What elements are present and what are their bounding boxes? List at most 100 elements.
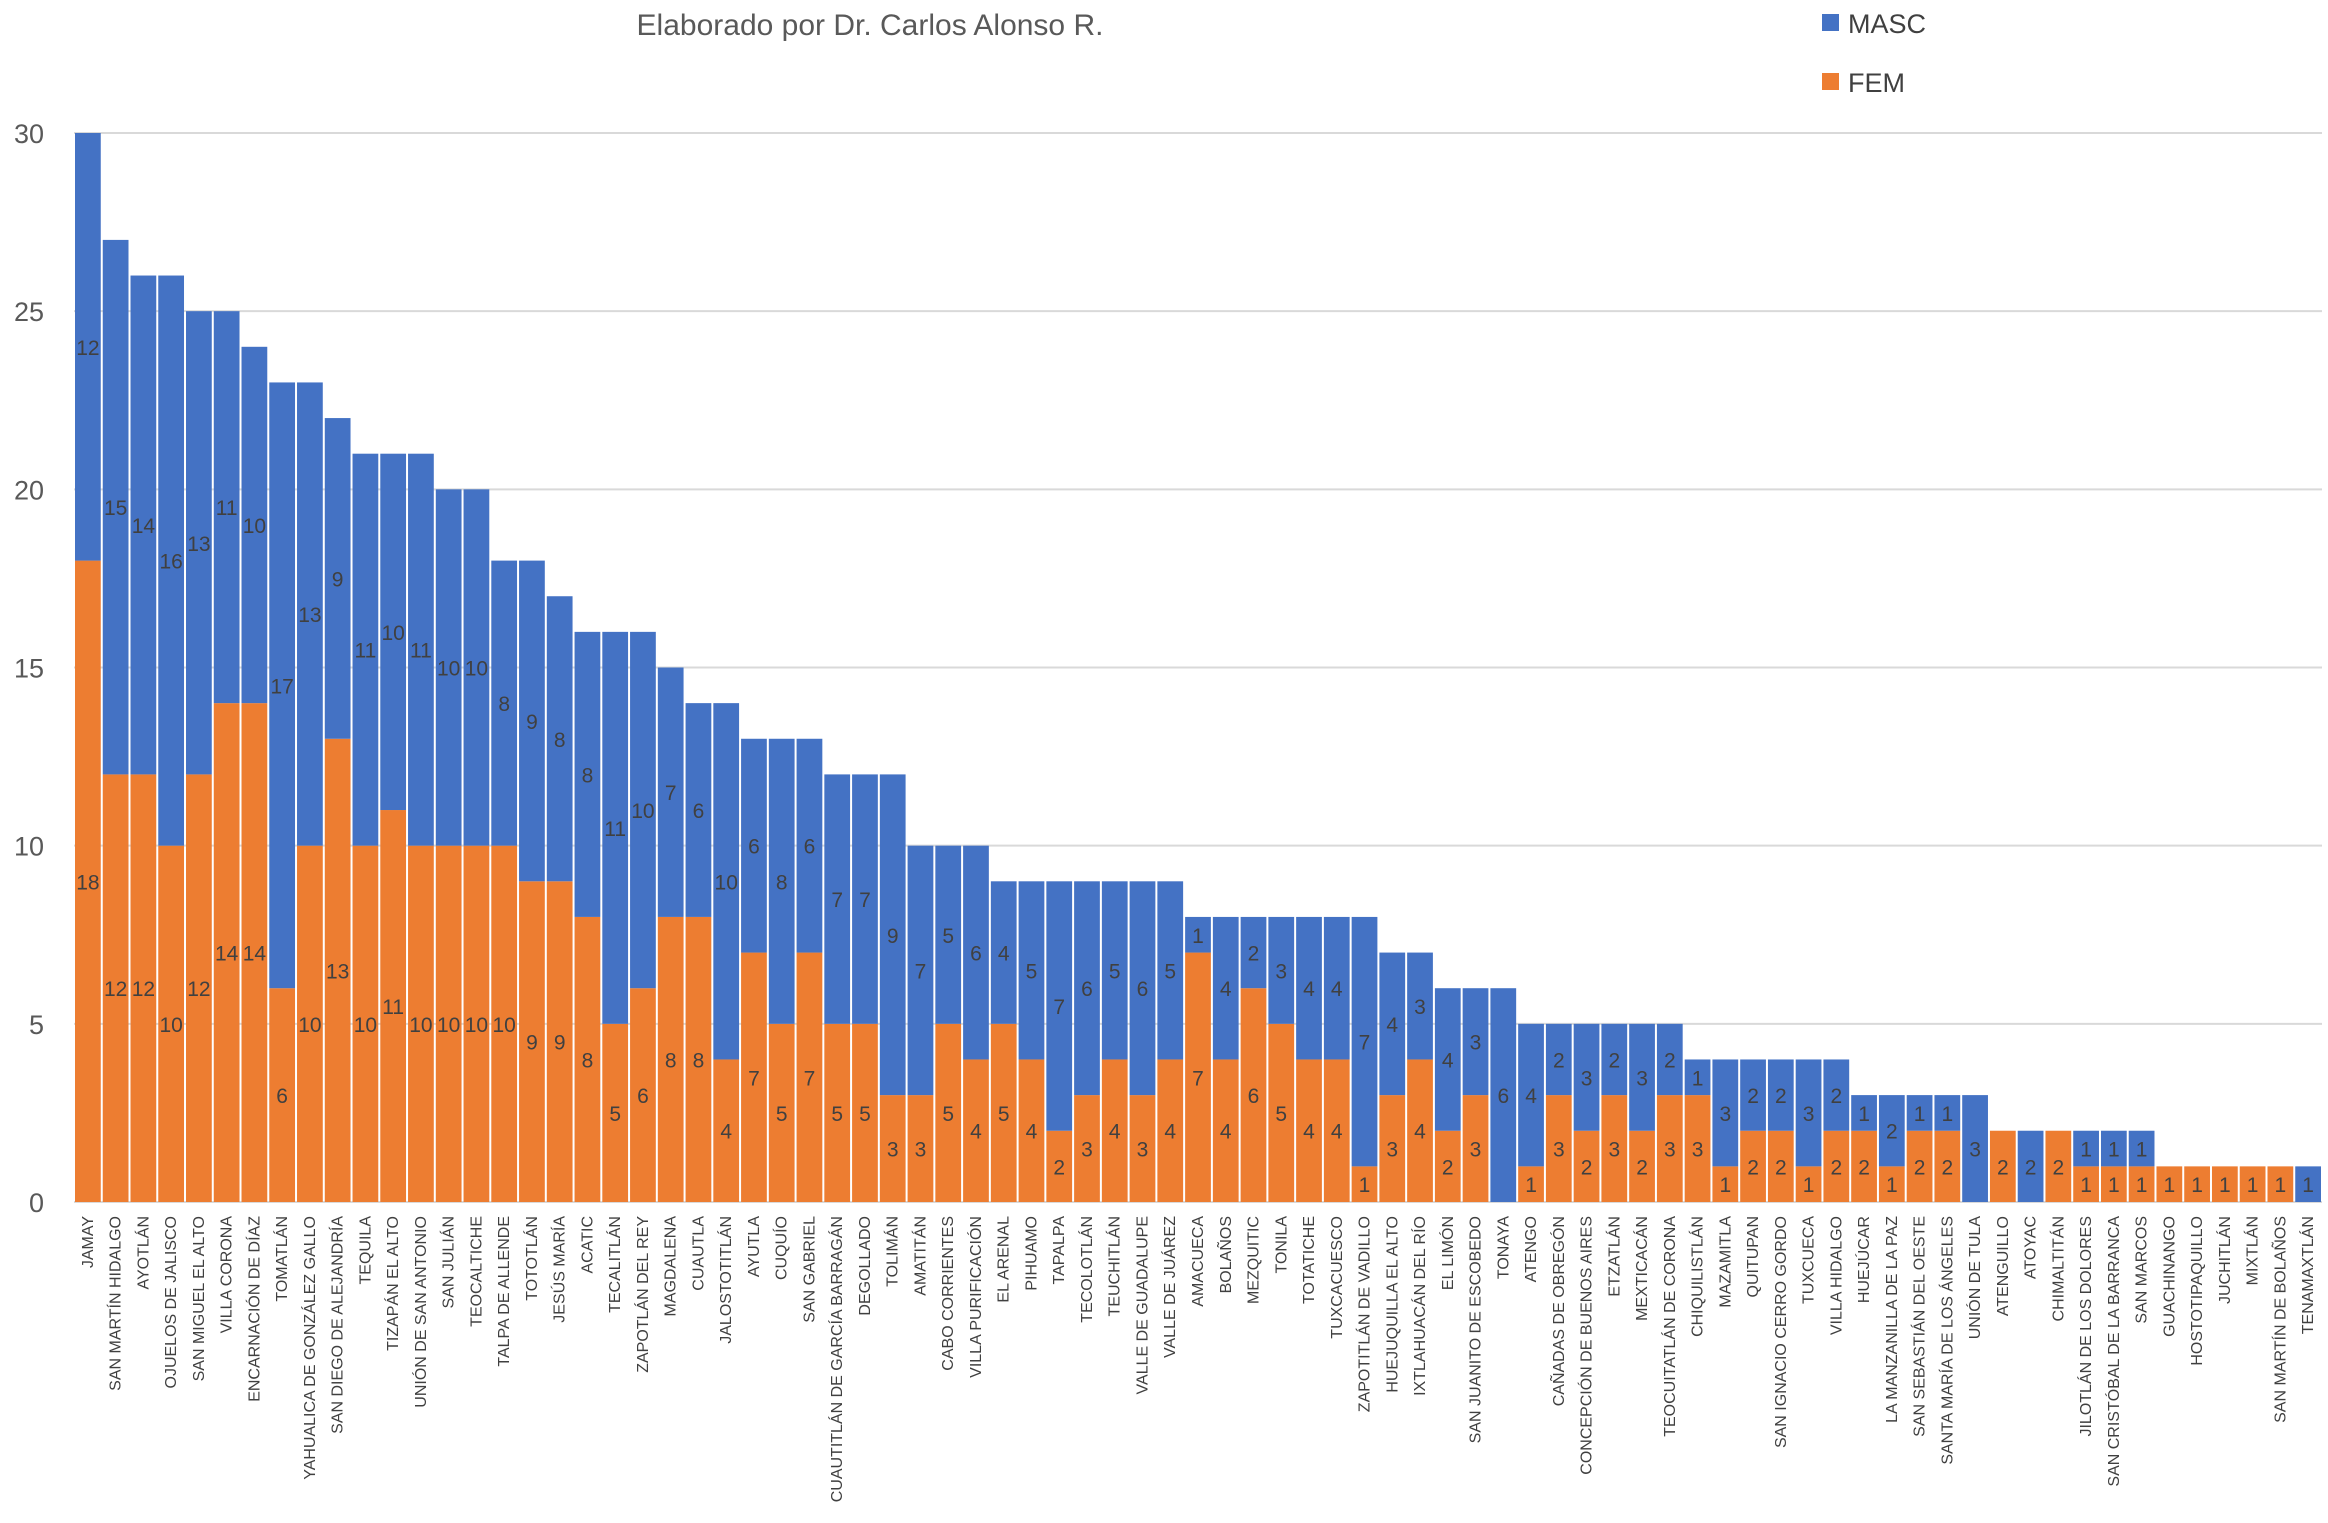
- x-tick-label: HUEJÚCAR: [1854, 1216, 1873, 1303]
- x-tick-label: EL LIMÓN: [1438, 1216, 1457, 1290]
- bar-fem: [713, 1059, 740, 1202]
- y-tick-label: 20: [14, 475, 44, 505]
- bar-fem: [130, 774, 157, 1202]
- data-label-masc: 2: [1248, 943, 1260, 966]
- bar-fem: [1629, 1130, 1655, 1202]
- bar-fem: [1407, 1059, 1433, 1202]
- data-label-masc: 8: [582, 764, 594, 787]
- bar-fem: [435, 845, 462, 1202]
- bar-masc: [1185, 916, 1211, 953]
- data-label-masc: 7: [1359, 1032, 1371, 1055]
- x-tick-label: TONAYA: [1495, 1216, 1512, 1279]
- x-tick-label: MEXTICACÁN: [1632, 1216, 1651, 1321]
- bar-masc: [2128, 1130, 2155, 1167]
- data-label-fem: 3: [1470, 1139, 1482, 1162]
- data-label-masc: 6: [748, 836, 760, 859]
- bar-masc: [1906, 1095, 1933, 1131]
- data-label-fem: 2: [1997, 1156, 2009, 1179]
- bar-fem: [75, 560, 101, 1202]
- bar-fem: [1878, 1166, 1905, 1202]
- x-tick-label: CUAUTLA: [690, 1216, 707, 1291]
- x-tick-label: TOTATICHE: [1301, 1216, 1318, 1304]
- x-tick-label: VILLA CORONA: [219, 1216, 236, 1334]
- bar-masc: [1878, 1095, 1905, 1167]
- x-tick-label: LA MANZANILLA DE LA PAZ: [1884, 1216, 1901, 1423]
- data-label-masc: 6: [970, 943, 982, 966]
- x-tick-label: ATENGUILLO: [1995, 1216, 2012, 1316]
- bar-masc: [2017, 1130, 2044, 1202]
- data-label-fem: 5: [776, 1103, 788, 1126]
- data-label-masc: 3: [1636, 1067, 1648, 1090]
- x-tick-label: CONCEPCIÓN DE BUENOS AIRES: [1577, 1216, 1596, 1475]
- data-label-fem: 4: [970, 1121, 982, 1144]
- chart-title: Elaborado por Dr. Carlos Alonso R.: [637, 9, 1104, 42]
- bar-masc: [1129, 881, 1156, 1096]
- data-label-fem: 10: [409, 1014, 432, 1037]
- x-tick-label: AYOTLÁN: [133, 1216, 152, 1290]
- x-tick-label: OJUELOS DE JALISCO: [163, 1216, 180, 1389]
- data-label-fem: 1: [2108, 1174, 2120, 1197]
- x-tick-label: TECALITLÁN: [605, 1216, 624, 1313]
- data-label-fem: 1: [1719, 1174, 1731, 1197]
- data-label-masc: 2: [1553, 1049, 1565, 1072]
- bar-fem: [1573, 1130, 1600, 1202]
- x-tick-label: ZAPOTITLÁN DE VADILLO: [1355, 1216, 1374, 1412]
- bar-masc: [1240, 916, 1267, 989]
- data-label-fem: 12: [104, 978, 127, 1001]
- bar-masc: [2073, 1130, 2099, 1167]
- data-label-fem: 9: [526, 1032, 538, 1055]
- data-label-fem: 1: [2080, 1174, 2092, 1197]
- x-tick-label: ACATIC: [579, 1216, 596, 1273]
- data-label-fem: 6: [637, 1085, 649, 1108]
- bar-fem: [685, 916, 712, 1202]
- bar-masc: [1962, 1095, 1988, 1202]
- bar-masc: [1212, 916, 1239, 1060]
- bar-fem: [2239, 1166, 2266, 1202]
- bar-masc: [297, 382, 323, 846]
- data-label-masc: 10: [715, 871, 738, 894]
- data-label-masc: 7: [1053, 996, 1065, 1019]
- data-label-fem: 3: [1137, 1139, 1149, 1162]
- data-label-masc: 1: [2136, 1139, 2148, 1162]
- data-label-masc: 2: [1886, 1121, 1898, 1144]
- data-label-fem: 3: [1664, 1139, 1676, 1162]
- data-label-fem: 8: [693, 1049, 705, 1072]
- bar-masc: [1018, 881, 1045, 1060]
- data-label-fem: 2: [1442, 1156, 1454, 1179]
- bar-masc: [158, 275, 185, 846]
- x-tick-label: EL ARENAL: [996, 1216, 1013, 1303]
- data-label-fem: 5: [1275, 1103, 1287, 1126]
- data-label-masc: 1: [1941, 1103, 1953, 1126]
- data-label-masc: 10: [381, 622, 404, 645]
- bar-fem: [380, 810, 407, 1202]
- bar-masc: [1823, 1059, 1850, 1131]
- bar-fem: [1018, 1059, 1045, 1202]
- bar-masc: [741, 738, 767, 953]
- data-label-masc: 13: [298, 604, 321, 627]
- x-tick-label: TECOLOTLÁN: [1077, 1216, 1096, 1323]
- data-label-masc: 1: [2302, 1174, 2314, 1197]
- data-label-fem: 7: [748, 1067, 760, 1090]
- x-tick-label: TOTOTLÁN: [522, 1216, 541, 1301]
- x-tick-label: AMACUECA: [1190, 1216, 1207, 1307]
- x-tick-label: YAHUALICA DE GONZÁLEZ GALLO: [300, 1216, 319, 1480]
- data-label-masc: 7: [665, 782, 677, 805]
- data-label-masc: 11: [216, 497, 238, 520]
- data-label-fem: 6: [276, 1085, 288, 1108]
- y-tick-label: 5: [29, 1010, 44, 1040]
- x-tick-label: TENAMAXTLÁN: [2298, 1216, 2317, 1334]
- bar-fem: [1101, 1059, 1128, 1202]
- bar-fem: [824, 1023, 851, 1202]
- bar-fem: [1462, 1095, 1489, 1202]
- data-label-fem: 8: [582, 1049, 594, 1072]
- bar-fem: [963, 1059, 989, 1202]
- x-tick-label: ETZATLÁN: [1604, 1216, 1623, 1297]
- bar-fem: [796, 952, 823, 1202]
- data-label-masc: 1: [1192, 925, 1204, 948]
- data-label-masc: 6: [1081, 978, 1093, 1001]
- bar-fem: [546, 881, 573, 1202]
- legend: MASC FEM: [1822, 9, 1926, 98]
- bar-fem: [935, 1023, 962, 1202]
- x-tick-label: SAN GABRIEL: [801, 1216, 818, 1323]
- x-tick-label: JILOTLÁN DE LOS DOLORES: [2076, 1216, 2095, 1437]
